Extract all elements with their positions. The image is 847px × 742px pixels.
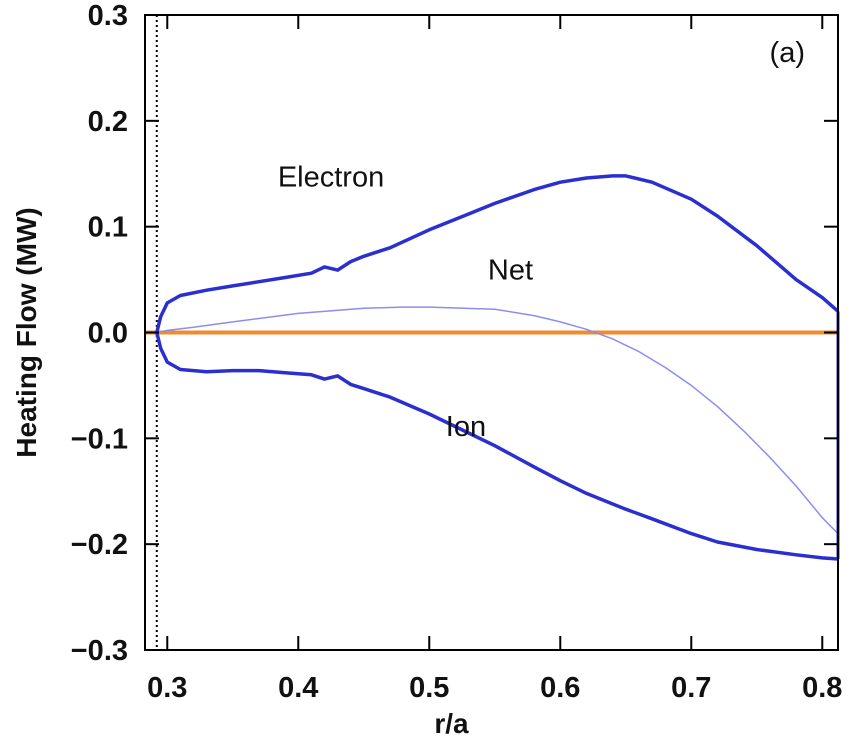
tick-labels: 0.3 0.4 0.5 0.6 0.7 0.8 0.3 0.2 0.1 0.0 −0.1 −0.2 −0… [71, 0, 843, 704]
x-tick-label: 0.7 [671, 672, 711, 704]
y-tick-label: 0.2 [88, 106, 128, 138]
y-tick-label: −0.2 [71, 529, 128, 561]
annotation-electron: Electron [278, 161, 384, 193]
y-tick-label: −0.1 [71, 423, 128, 455]
annotations: Electron Net Ion [278, 161, 533, 443]
panel-label: (a) [770, 37, 805, 69]
annotation-net: Net [488, 255, 533, 287]
annotation-ion: Ion [446, 411, 486, 443]
y-tick-label: 0.1 [88, 212, 128, 244]
series-line-ion [155, 332, 839, 561]
axis-ticks [145, 14, 838, 651]
x-axis-title: r/a [434, 708, 469, 739]
x-tick-label: 0.8 [802, 672, 842, 704]
y-tick-label: −0.3 [71, 635, 128, 667]
series-line-net [156, 306, 839, 535]
series-layer [145, 15, 840, 650]
y-tick-label: 0.3 [88, 0, 128, 32]
x-tick-label: 0.6 [540, 672, 580, 704]
series-line-electron [155, 174, 840, 333]
x-tick-label: 0.4 [278, 672, 318, 704]
x-tick-label: 0.3 [147, 672, 187, 704]
y-axis-title: Heating Flow (MW) [11, 207, 42, 457]
y-tick-label: 0.0 [88, 318, 128, 350]
x-tick-label: 0.5 [409, 672, 449, 704]
